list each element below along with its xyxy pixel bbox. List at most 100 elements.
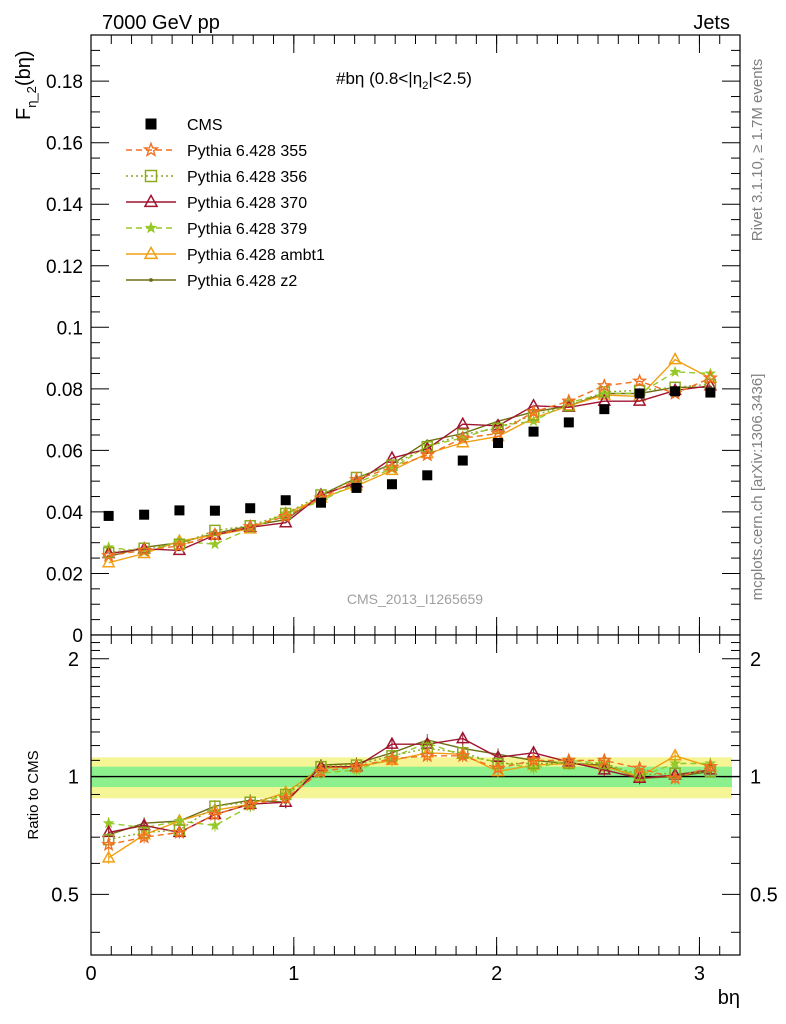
- main-point-cms: [705, 387, 716, 398]
- main-point-p355: [384, 459, 400, 474]
- main-point-cms: [351, 482, 362, 493]
- plot-title-end: |<2.5): [428, 69, 472, 88]
- ratio-point-p355: [525, 752, 542, 767]
- main-y-tick-label: 0: [72, 626, 83, 647]
- legend-entry-p356: Pythia 6.428 356: [126, 169, 307, 186]
- legend-marker-p356: [144, 169, 158, 183]
- header-collision-label: 7000 GeV pp: [102, 12, 220, 34]
- ratio-series-line-p379: [108, 742, 711, 829]
- main-point-p370: [632, 393, 647, 406]
- main-series-line-ambt1: [108, 358, 711, 564]
- ratio-series-line-p355: [108, 755, 711, 846]
- main-point-p356: [209, 524, 221, 537]
- main-point-p355: [100, 547, 117, 563]
- ratio-panel: 0.5 0.5 1 1 2 2 0 1 2 3 Ratio to CMS bη: [25, 634, 778, 1009]
- main-point-ambt1: [668, 352, 682, 365]
- main-axes: 0 0.02 0.04 0.06 0.08 0.1 0.12 0.14 0.16 0.18: [46, 34, 741, 647]
- plot-title-main: #bη (0.8<|η: [336, 69, 422, 88]
- main-point-p355: [419, 446, 435, 462]
- ratio-point-p379: [173, 814, 186, 826]
- main-plot-area: [91, 35, 740, 635]
- main-series-group: [100, 352, 718, 568]
- main-y-tick-label: 0.14: [46, 195, 83, 216]
- main-point-cms: [599, 404, 610, 415]
- legend-marker-z2: [149, 278, 153, 282]
- main-y-tick-label: 0.16: [46, 134, 83, 155]
- main-y-label-main: F: [13, 108, 35, 120]
- main-point-cms: [386, 479, 397, 490]
- main-point-cms: [457, 455, 468, 466]
- ratio-point-p355: [667, 770, 683, 785]
- ratio-point-p355: [490, 760, 506, 775]
- ratio-point-p355: [100, 836, 117, 852]
- legend-entry-p370: Pythia 6.428 370: [126, 193, 307, 212]
- plot-title-sub: 2: [422, 80, 428, 92]
- main-series-line-p356: [108, 383, 711, 554]
- ratio-series-p355: [100, 747, 719, 852]
- ratio-series-line-z2: [108, 739, 711, 836]
- ratio-y-tick-label: 2: [68, 649, 79, 671]
- legend-entry-cms: CMS: [145, 117, 223, 134]
- main-point-cms: [139, 509, 150, 520]
- main-y-tick-label: 0.02: [46, 564, 83, 585]
- ratio-point-p370: [632, 770, 647, 784]
- legend-marker-p355: [142, 141, 160, 157]
- ratio-point-p370: [455, 731, 470, 744]
- legend-entry-ambt1: Pythia 6.428 ambt1: [126, 245, 325, 264]
- legend-entry-p355: Pythia 6.428 355: [126, 141, 307, 160]
- main-series-line-p355: [108, 377, 711, 557]
- main-point-p355: [702, 370, 718, 385]
- legend-label-z2: Pythia 6.428 z2: [187, 273, 297, 290]
- ratio-point-p355: [561, 752, 577, 767]
- ratio-y-tick-label-right: 2: [750, 649, 761, 671]
- ratio-series-line-p356: [108, 747, 711, 841]
- main-point-cms: [670, 386, 681, 397]
- ratio-series-group: [100, 731, 719, 864]
- ratio-point-p355: [419, 747, 435, 763]
- ratio-point-p355: [242, 796, 258, 811]
- main-point-cms: [280, 495, 291, 506]
- ratio-y-tick-label-right: 1: [750, 767, 761, 789]
- x-tick-label: 2: [491, 963, 502, 985]
- legend-entry-p379: Pythia 6.428 379: [126, 221, 307, 238]
- legend-marker-cms: [145, 118, 157, 130]
- main-point-p370: [455, 416, 470, 429]
- ratio-y-tick-label: 0.5: [51, 884, 79, 906]
- main-point-cms: [422, 470, 433, 481]
- legend-label-cms: CMS: [187, 117, 223, 134]
- main-point-p356: [457, 428, 469, 441]
- main-point-ambt1: [101, 555, 116, 568]
- main-y-axis-label: Fη_2(bη): [13, 51, 39, 121]
- ratio-point-p355: [313, 763, 329, 778]
- ratio-point-p379: [209, 819, 221, 831]
- ratio-point-p355: [348, 758, 365, 774]
- legend-entry-z2: Pythia 6.428 z2: [126, 273, 297, 290]
- rivet-version-label: Rivet 3.1.10, ≥ 1.7M events: [749, 59, 766, 242]
- ratio-point-p355: [278, 790, 294, 805]
- ratio-axes: 0.5 0.5 1 1 2 2 0 1 2 3: [51, 635, 778, 985]
- legend-label-p356: Pythia 6.428 356: [187, 169, 307, 186]
- ratio-point-p379: [669, 757, 682, 769]
- main-series-line-p379: [108, 371, 711, 553]
- legend: CMS Pythia 6.428 355 Pythia 6.428 356 Pythi…: [126, 117, 325, 290]
- mcplots-label: mcplots.cern.ch [arXiv:1306.3436]: [749, 374, 766, 601]
- ratio-y-tick-label-right: 0.5: [750, 884, 778, 906]
- main-point-cms: [245, 503, 256, 514]
- legend-label-p379: Pythia 6.428 379: [187, 221, 307, 238]
- main-point-p370: [491, 418, 505, 431]
- header-analysis-label: Jets: [693, 12, 730, 34]
- main-point-cms: [209, 505, 220, 516]
- main-point-p355: [455, 430, 471, 445]
- main-point-p379: [669, 365, 681, 377]
- main-point-p355: [242, 518, 258, 534]
- main-point-p355: [348, 471, 365, 487]
- ratio-point-p355: [207, 806, 223, 821]
- analysis-watermark: CMS_2013_I1265659: [347, 591, 483, 607]
- ratio-point-p355: [632, 760, 648, 775]
- main-point-p356: [421, 440, 434, 453]
- main-y-label-sub: η_2: [24, 86, 39, 108]
- ratio-y-axis-label: Ratio to CMS: [25, 750, 42, 839]
- main-panel: CMS_2013_I1265659 0 0.02 0.04 0.06 0.08 0.1 0.…: [13, 34, 741, 647]
- main-point-p356: [527, 409, 540, 421]
- x-tick-label: 3: [694, 963, 705, 985]
